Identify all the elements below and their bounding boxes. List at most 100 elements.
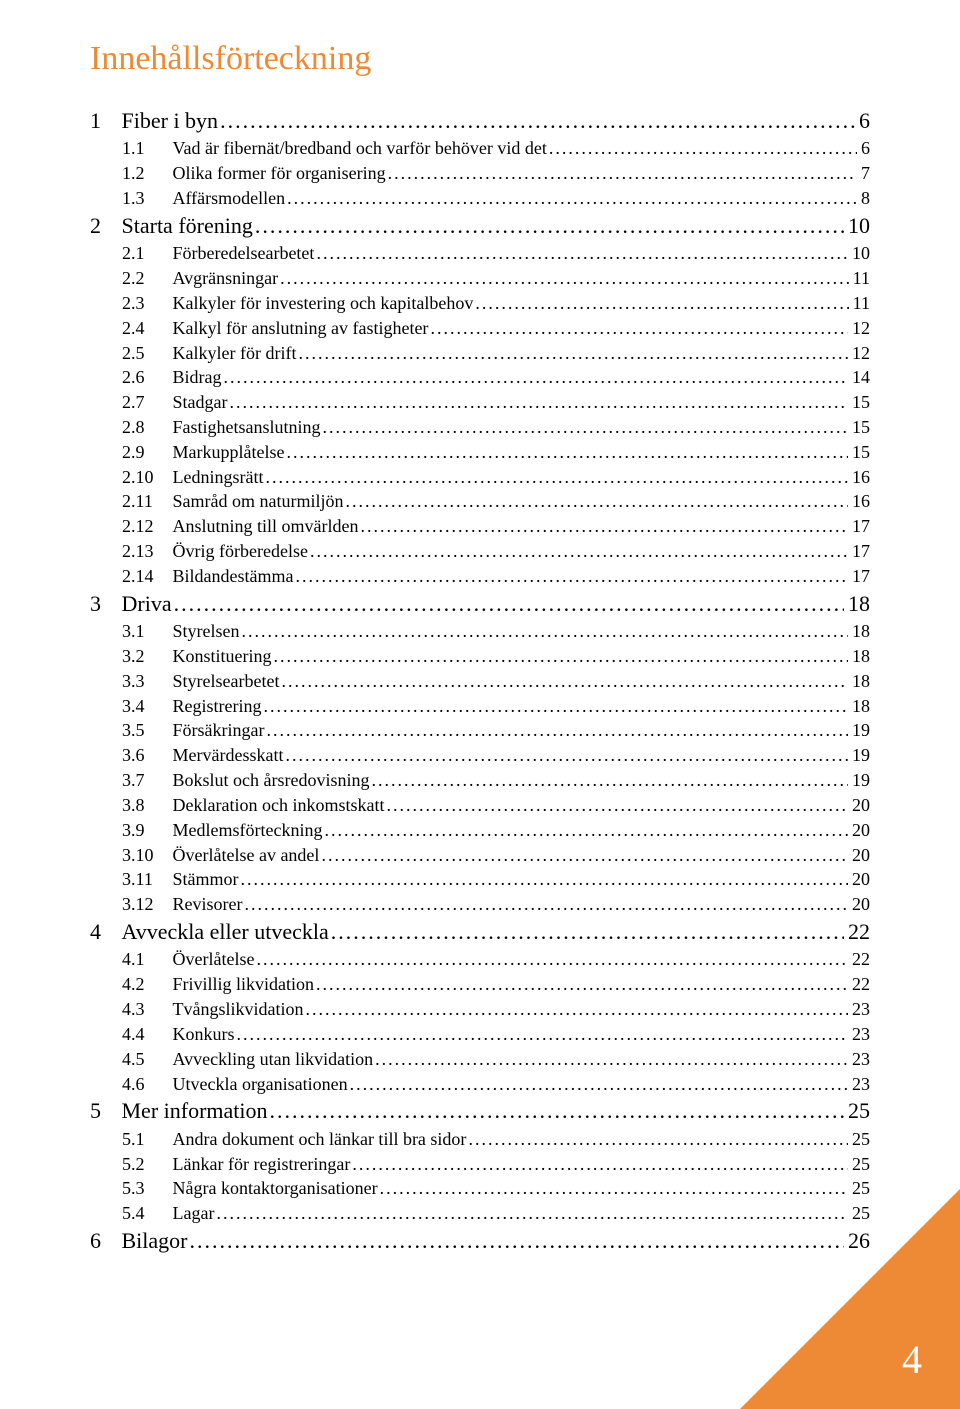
toc-entry-text: Försäkringar (168, 718, 266, 743)
toc-entry-page: 17 (848, 539, 870, 564)
toc-leader-dots (287, 186, 857, 211)
toc-entry: 2.14 Bildandestämma17 (90, 564, 870, 589)
toc-entry-page: 10 (848, 241, 870, 266)
toc-entry-page: 11 (849, 291, 870, 316)
toc-entry: 4 Avveckla eller utveckla22 (90, 917, 870, 947)
toc-entry-page: 18 (848, 644, 870, 669)
toc-entry-number: 2 (90, 211, 116, 241)
toc-entry-number: 3.5 (122, 718, 168, 743)
toc-entry-number: 4.2 (122, 972, 168, 997)
toc-entry-text: Överlåtelse (168, 947, 256, 972)
toc-entry-text: Ledningsrätt (168, 465, 265, 490)
toc-entry-page: 18 (848, 619, 870, 644)
toc-leader-dots (298, 341, 848, 366)
toc-leader-dots (285, 743, 848, 768)
toc-leader-dots (229, 390, 848, 415)
toc-entry-page: 25 (844, 1096, 870, 1126)
toc-entry-text: Bildandestämma (168, 564, 295, 589)
toc-entry-number: 3.1 (122, 619, 168, 644)
toc-entry-text: Övrig förberedelse (168, 539, 310, 564)
toc-entry-page: 20 (848, 867, 870, 892)
toc-entry-page: 20 (848, 793, 870, 818)
toc-entry-text: Fastighetsanslutning (168, 415, 323, 440)
toc-entry: 4.5 Avveckling utan likvidation23 (90, 1047, 870, 1072)
toc-entry-number: 2.4 (122, 316, 168, 341)
toc-entry-page: 16 (848, 489, 870, 514)
toc-entry-number: 2.1 (122, 241, 168, 266)
toc-entry: 4.6 Utveckla organisationen23 (90, 1072, 870, 1097)
toc-entry-number: 1 (90, 106, 116, 136)
toc-entry-text: Bilagor (116, 1226, 190, 1256)
toc-entry: 3.10 Överlåtelse av andel20 (90, 843, 870, 868)
toc-entry-page: 22 (844, 917, 870, 947)
toc-entry-text: Affärsmodellen (168, 186, 287, 211)
toc-entry-text: Mervärdesskatt (168, 743, 285, 768)
toc-entry: 2.9 Markupplåtelse15 (90, 440, 870, 465)
toc-entry-number: 2.5 (122, 341, 168, 366)
toc-entry: 4.3 Tvångslikvidation23 (90, 997, 870, 1022)
toc-entry-page: 7 (857, 161, 870, 186)
toc-entry-text: Kalkyler för investering och kapitalbeho… (168, 291, 475, 316)
toc-entry: 2.7 Stadgar15 (90, 390, 870, 415)
toc-leader-dots (281, 669, 848, 694)
toc-entry-number: 2.8 (122, 415, 168, 440)
toc-entry-page: 18 (848, 694, 870, 719)
toc-entry-page: 17 (848, 514, 870, 539)
toc-entry-text: Frivillig likvidation (168, 972, 316, 997)
toc-entry-number: 3.3 (122, 669, 168, 694)
toc-entry-number: 1.1 (122, 136, 168, 161)
toc-entry-number: 2.6 (122, 365, 168, 390)
toc-entry-text: Anslutning till omvärlden (168, 514, 361, 539)
toc-entry-number: 2.7 (122, 390, 168, 415)
toc-entry-page: 23 (848, 1072, 870, 1097)
toc-entry-page: 15 (848, 415, 870, 440)
toc-entry-number: 3.7 (122, 768, 168, 793)
toc-entry: 5.2 Länkar för registreringar25 (90, 1152, 870, 1177)
toc-entry-number: 2.3 (122, 291, 168, 316)
toc-leader-dots (242, 619, 849, 644)
toc-entry-page: 19 (848, 768, 870, 793)
toc-entry-text: Länkar för registreringar (168, 1152, 352, 1177)
toc-entry-page: 23 (848, 997, 870, 1022)
toc-entry-text: Revisorer (168, 892, 244, 917)
toc-leader-dots (345, 489, 848, 514)
toc-entry-text: Stämmor (168, 867, 241, 892)
toc-entry-page: 11 (849, 266, 870, 291)
toc-entry-text: Olika former för organisering (168, 161, 388, 186)
toc-leader-dots (352, 1152, 848, 1177)
toc-entry-number: 4.4 (122, 1022, 168, 1047)
toc-entry: 2.4 Kalkyl för anslutning av fastigheter… (90, 316, 870, 341)
toc-entry: 2.1 Förberedelsearbetet10 (90, 241, 870, 266)
toc-entry-number: 3.2 (122, 644, 168, 669)
toc-entry: 3.5 Försäkringar 19 (90, 718, 870, 743)
page-container: Innehållsförteckning 1 Fiber i byn61.1 V… (0, 0, 960, 1409)
toc-leader-dots (274, 644, 849, 669)
toc-leader-dots (263, 694, 848, 719)
toc-entry-text: Fiber i byn (116, 106, 220, 136)
toc-entry-number: 2.9 (122, 440, 168, 465)
toc-entry: 3.6 Mervärdesskatt19 (90, 743, 870, 768)
toc-entry-number: 4.3 (122, 997, 168, 1022)
toc-entry: 2.12 Anslutning till omvärlden17 (90, 514, 870, 539)
toc-leader-dots (430, 316, 848, 341)
toc-leader-dots (468, 1127, 848, 1152)
toc-entry-text: Driva (116, 589, 174, 619)
toc-entry: 4.2 Frivillig likvidation22 (90, 972, 870, 997)
toc-leader-dots (324, 818, 848, 843)
toc-leader-dots (220, 106, 855, 136)
toc-entry-number: 1.2 (122, 161, 168, 186)
toc-entry-number: 5.1 (122, 1127, 168, 1152)
toc-list: 1 Fiber i byn61.1 Vad är fibernät/bredba… (90, 106, 870, 1256)
toc-entry-number: 3.12 (122, 892, 168, 917)
toc-entry-page: 8 (857, 186, 870, 211)
toc-entry-page: 19 (848, 718, 870, 743)
toc-entry-number: 5.2 (122, 1152, 168, 1177)
toc-entry-text: Konkurs (168, 1022, 237, 1047)
toc-leader-dots (266, 718, 848, 743)
toc-entry: 3.9 Medlemsförteckning20 (90, 818, 870, 843)
toc-entry-number: 3.4 (122, 694, 168, 719)
toc-entry-page: 17 (848, 564, 870, 589)
toc-entry-text: Några kontaktorganisationer (168, 1176, 380, 1201)
toc-entry: 2.2 Avgränsningar11 (90, 266, 870, 291)
toc-entry-page: 23 (848, 1022, 870, 1047)
